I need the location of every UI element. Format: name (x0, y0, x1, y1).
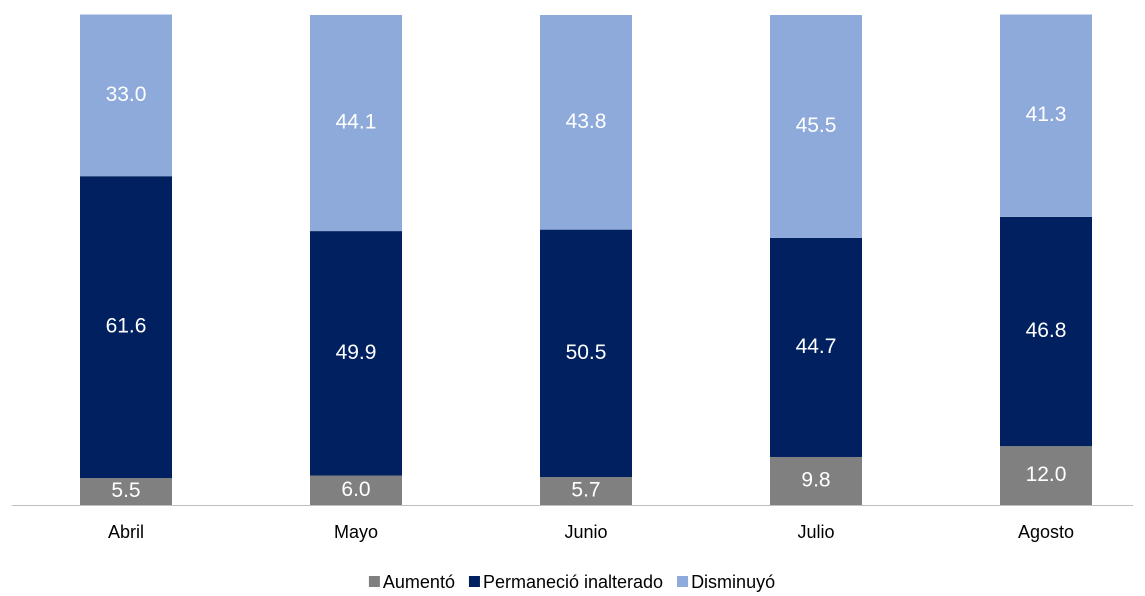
bar-segment (310, 15, 402, 232)
bar-segment (1000, 14, 1092, 217)
x-tick-label: Abril (108, 522, 144, 542)
data-label: 43.8 (566, 110, 607, 133)
data-label: 61.6 (106, 315, 147, 338)
bar-segment (770, 237, 862, 457)
bar-segment (770, 15, 862, 238)
data-label: 45.5 (796, 114, 837, 137)
bar-segment (80, 176, 172, 479)
legend-label: Permaneció inalterado (483, 572, 663, 592)
x-tick-label: Julio (797, 522, 834, 542)
data-label: 49.9 (336, 341, 377, 364)
legend-label: Aumentó (383, 572, 455, 592)
legend-swatch (468, 576, 480, 587)
bar-segment (1000, 216, 1092, 447)
bar-segment (540, 229, 632, 478)
data-label: 44.7 (796, 335, 837, 358)
bar-segment (310, 475, 402, 505)
data-label: 5.7 (571, 479, 600, 502)
x-tick-label: Mayo (334, 522, 378, 542)
bar-segment (540, 477, 632, 505)
x-tick-label: Junio (564, 522, 607, 542)
data-label: 50.5 (566, 341, 607, 364)
data-label: 44.1 (336, 111, 377, 134)
legend-label: Disminuyó (691, 572, 775, 592)
bar-segment (80, 478, 172, 505)
legend-swatch (368, 576, 380, 587)
bar-segment (540, 15, 632, 230)
data-label: 12.0 (1026, 463, 1067, 486)
data-label: 6.0 (341, 478, 370, 501)
bar-segment (80, 14, 172, 177)
data-label: 9.8 (801, 469, 830, 492)
bar-segment (310, 231, 402, 476)
legend-swatch (677, 576, 689, 587)
data-label: 33.0 (106, 83, 147, 106)
bar-segment (1000, 446, 1092, 505)
bar-segment (770, 456, 862, 505)
data-label: 46.8 (1026, 319, 1067, 342)
data-label: 41.3 (1026, 103, 1067, 126)
x-tick-label: Agosto (1018, 522, 1074, 542)
data-label: 5.5 (111, 479, 140, 502)
